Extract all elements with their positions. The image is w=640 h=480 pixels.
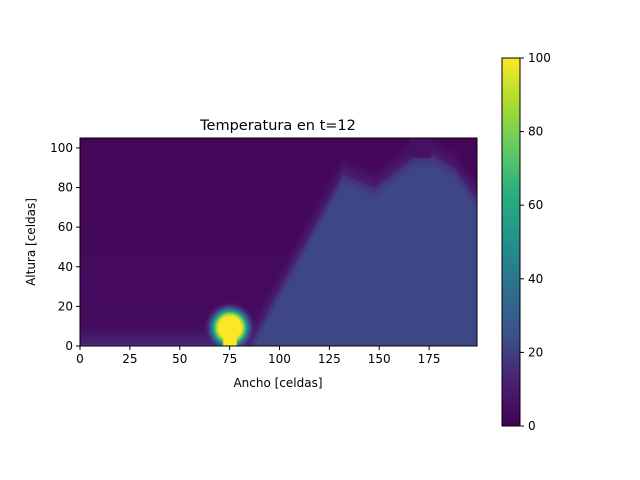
x-tick-label: 50	[172, 352, 187, 366]
colorbar-tick-label: 80	[528, 125, 543, 139]
colorbar-tick-label: 60	[528, 198, 543, 212]
x-tick-label: 25	[122, 352, 137, 366]
temperature-field	[80, 138, 477, 346]
y-axis-label: Altura [celdas]	[24, 198, 38, 286]
x-tick-label: 175	[418, 352, 441, 366]
x-tick-label: 75	[222, 352, 237, 366]
colorbar-axis: 0 20 40 60 80 100	[520, 51, 551, 433]
y-tick-label: 60	[58, 220, 73, 234]
chart-title: Temperatura en t=12	[199, 118, 356, 134]
colorbar-tick-label: 100	[528, 51, 551, 65]
x-tick-label: 0	[76, 352, 84, 366]
y-tick-label: 100	[50, 141, 73, 155]
x-tick-label: 125	[318, 352, 341, 366]
x-tick-label: 100	[268, 352, 291, 366]
y-axis: 0 20 40 60 80 100	[50, 141, 80, 353]
plot-frame	[79, 137, 478, 347]
y-tick-label: 40	[58, 260, 73, 274]
colorbar-tick-label: 40	[528, 272, 543, 286]
x-tick-label: 150	[368, 352, 391, 366]
y-tick-label: 0	[65, 339, 73, 353]
colorbar-tick-label: 20	[528, 345, 543, 359]
y-tick-label: 80	[58, 181, 73, 195]
x-axis: 0 25 50 75 100 125 150 175	[76, 346, 441, 366]
colorbar	[501, 57, 521, 427]
x-axis-label: Ancho [celdas]	[233, 376, 322, 390]
colorbar-tick-label: 0	[528, 419, 536, 433]
y-tick-label: 20	[58, 299, 73, 313]
